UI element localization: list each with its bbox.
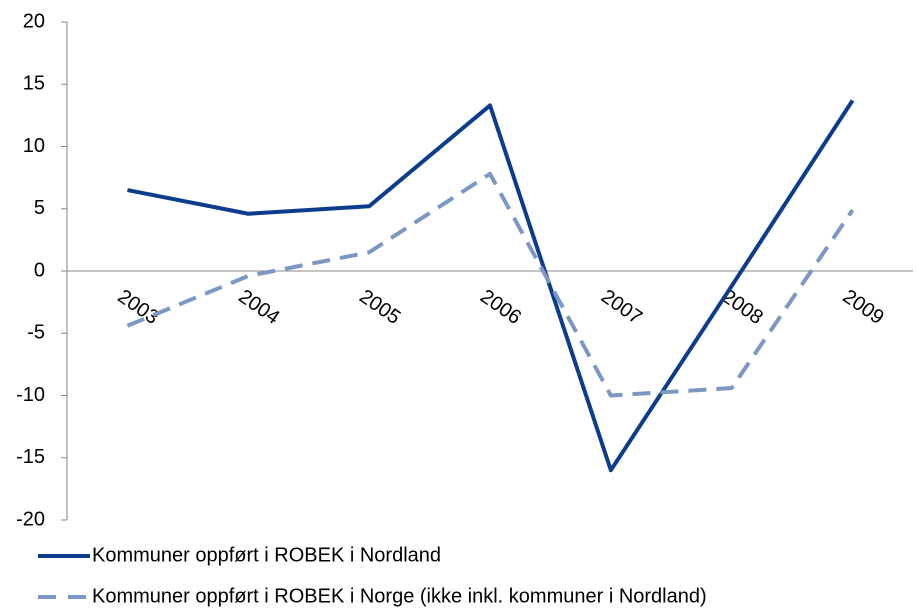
x-tick-label: 2004: [234, 285, 283, 329]
series-line: [127, 99, 855, 473]
y-tick-label: -15: [16, 446, 45, 468]
x-tick-label: 2005: [355, 285, 404, 329]
y-tick-label: 20: [23, 10, 45, 32]
y-tick-label: 5: [34, 197, 45, 219]
x-tick-label: 2006: [476, 285, 525, 329]
y-tick-label: -5: [27, 322, 45, 344]
y-tick-label: 15: [23, 73, 45, 95]
x-tick-label: 2009: [839, 285, 888, 329]
y-tick-label: -10: [16, 384, 45, 406]
legend-label: Kommuner oppført i ROBEK i Nordland: [92, 544, 441, 566]
y-tick-label: 10: [23, 135, 45, 157]
series-line: [126, 171, 855, 398]
y-tick-label: -20: [16, 508, 45, 530]
legend-label: Kommuner oppført i ROBEK i Norge (ikke i…: [92, 585, 707, 607]
x-tick-label: 2007: [597, 285, 646, 329]
x-tick-label: 2008: [718, 285, 767, 329]
y-tick-label: 0: [34, 259, 45, 281]
